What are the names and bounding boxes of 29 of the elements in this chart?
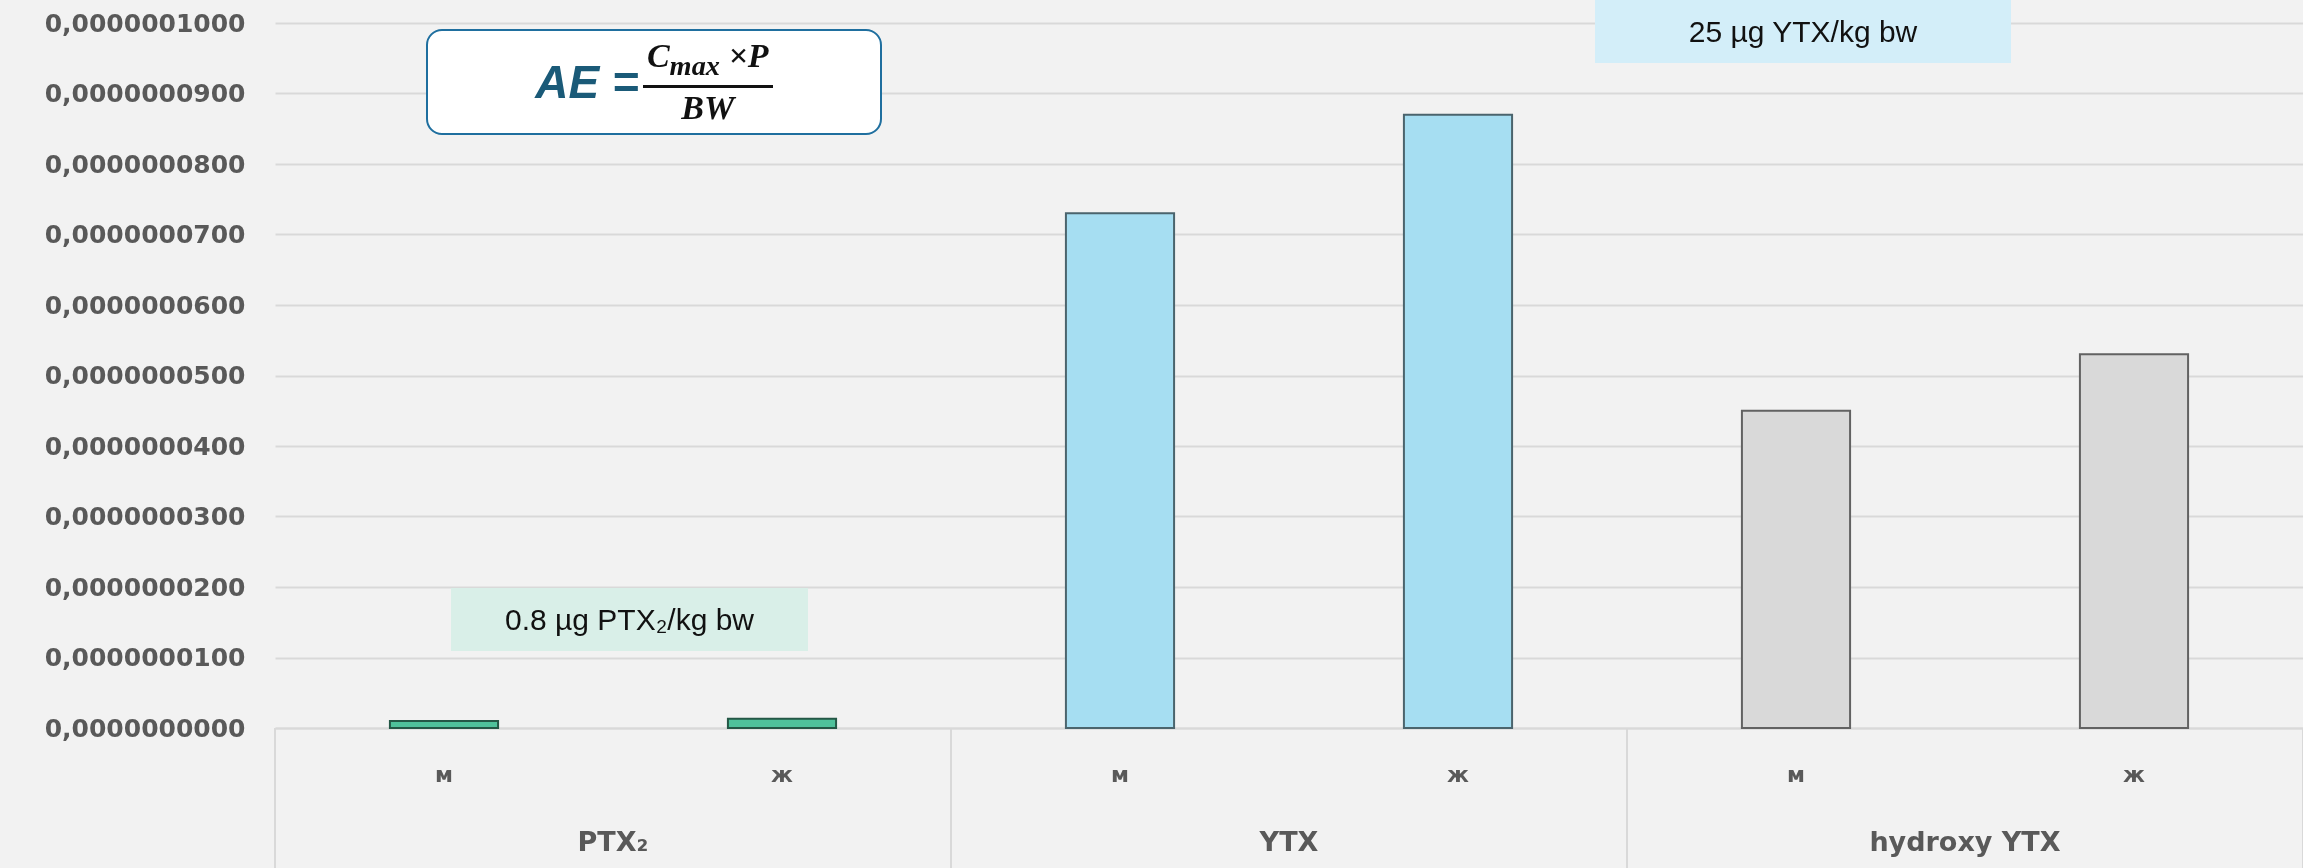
x-tick-label: ж — [2123, 761, 2146, 787]
annotation: AE = — [535, 55, 639, 109]
y-tick-label: 0,0000000800 — [44, 149, 246, 179]
bar — [388, 719, 500, 729]
text: hydroxy YTX — [1868, 826, 2062, 857]
bar — [1064, 212, 1176, 729]
text: YTX — [1258, 826, 1320, 857]
text-box: 25 µg YTX/kg bw — [1595, 0, 2011, 63]
y-tick-label: 0,0000000600 — [44, 290, 246, 320]
y-tick-label: 0,0000000900 — [44, 79, 246, 108]
bar — [1402, 113, 1514, 729]
y-tick-label: 0,0000000500 — [44, 361, 246, 390]
y-tick-label: 0,0000000300 — [44, 502, 246, 531]
y-tick-label: 0,0000001000 — [44, 8, 246, 38]
y-tick-label: 0,0000000000 — [44, 713, 246, 743]
x-tick-label: м — [1787, 761, 1805, 787]
bar — [726, 717, 838, 729]
text-box: 0.8 µg PTX₂/kg bw — [451, 588, 808, 651]
text: PTX₂ — [576, 826, 650, 857]
y-tick-label: 0,0000000700 — [44, 220, 246, 249]
y-tick-label: 0,0000000400 — [44, 431, 246, 461]
x-tick-label: м — [435, 761, 453, 787]
y-tick-label: 0,0000000200 — [44, 572, 246, 602]
x-tick-label: ж — [1447, 761, 1470, 787]
x-tick-label: м — [1111, 761, 1129, 787]
annotation: BW — [681, 88, 735, 129]
x-tick-label: ж — [771, 761, 794, 787]
y-tick-label: 0,0000000100 — [44, 643, 246, 672]
annotation: C$_{max}$ ×P — [642, 35, 773, 89]
